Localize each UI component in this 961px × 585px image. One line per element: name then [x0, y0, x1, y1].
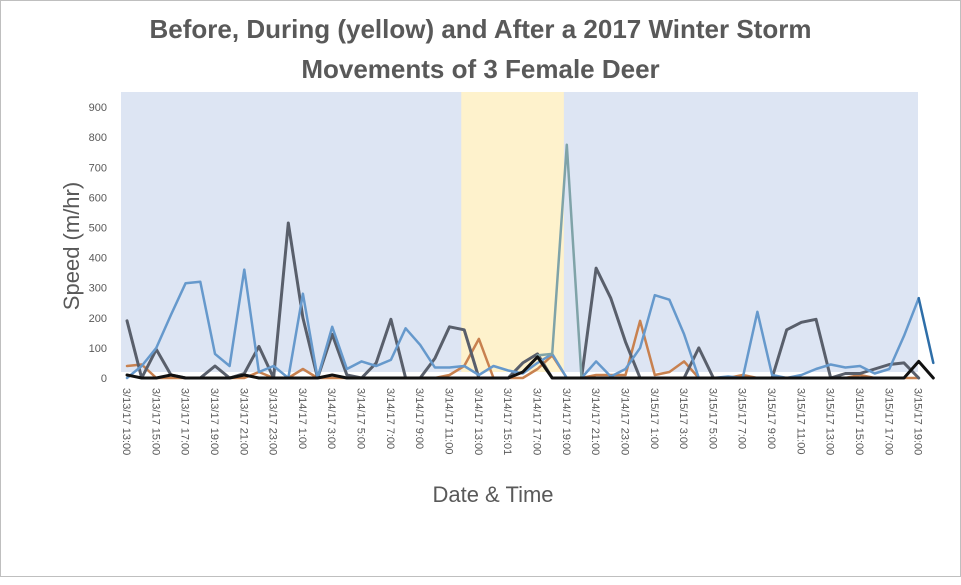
x-tick-label: 3/13/17 19:00 [208, 388, 220, 455]
x-tick-label: 3/15/17 17:00 [882, 388, 894, 455]
x-tick-label: 3/14/17 17:00 [530, 388, 542, 455]
x-tick-label: 3/15/17 13:00 [824, 388, 836, 455]
y-tick-label: 400 [89, 253, 107, 265]
series-line-2 [125, 221, 921, 380]
plot-background [121, 92, 918, 378]
x-tick-label: 3/14/17 9:00 [413, 388, 425, 449]
y-tick-label: 900 [89, 102, 107, 114]
x-tick-label: 3/15/17 1:00 [648, 388, 660, 449]
y-axis-ticks: 0 100 200 300 400 500 600 700 800 900 [89, 102, 107, 385]
x-tick-label: 3/13/17 17:00 [179, 388, 191, 455]
series-line-5 [917, 296, 935, 365]
y-tick-label: 200 [89, 313, 107, 325]
baseline-strip [121, 372, 918, 378]
y-tick-label: 700 [89, 162, 107, 174]
y-tick-label: 100 [89, 343, 107, 355]
x-tick-label: 3/15/17 11:00 [794, 388, 806, 454]
y-tick-label: 600 [89, 192, 107, 204]
x-tick-label: 3/14/17 1:00 [296, 388, 308, 449]
y-tick-label: 0 [101, 373, 107, 385]
chart-title: Before, During (yellow) and After a 2017… [149, 14, 812, 44]
x-tick-label: 3/15/17 15:00 [853, 388, 865, 455]
x-tick-label: 3/13/17 21:00 [237, 388, 249, 455]
x-tick-label: 3/13/17 15:00 [149, 388, 161, 455]
chart-subtitle: Movements of 3 Female Deer [301, 54, 660, 84]
y-axis-title: Speed (m/hr) [59, 182, 84, 310]
x-tick-label: 3/13/17 13:00 [120, 388, 132, 455]
x-tick-label: 3/14/17 13:00 [472, 388, 484, 455]
x-tick-label: 3/15/17 7:00 [736, 388, 748, 449]
y-tick-label: 500 [89, 222, 107, 234]
x-axis-title: Date & Time [432, 482, 553, 507]
series-line-4 [536, 143, 583, 380]
x-tick-label: 3/14/17 23:00 [618, 388, 630, 455]
x-tick-label: 3/15/17 3:00 [677, 388, 689, 449]
x-axis-ticks: 3/13/17 13:00 3/13/17 15:00 3/13/17 17:00 3… [120, 388, 924, 455]
storm-band [461, 92, 564, 378]
y-tick-label: 300 [89, 283, 107, 295]
series-line-6 [125, 355, 935, 380]
x-tick-label: 3/14/17 15:01 [501, 388, 513, 455]
x-tick-label: 3/14/17 19:00 [560, 388, 572, 455]
x-tick-label: 3/14/17 5:00 [355, 388, 367, 449]
y-tick-label: 800 [89, 132, 107, 144]
x-tick-label: 3/15/17 9:00 [765, 388, 777, 449]
x-tick-label: 3/14/17 21:00 [589, 388, 601, 455]
x-tick-label: 3/14/17 7:00 [384, 388, 396, 449]
x-tick-label: 3/14/17 11:00 [443, 388, 455, 454]
x-tick-label: 3/13/17 23:00 [267, 388, 279, 455]
x-tick-label: 3/14/17 3:00 [325, 388, 337, 449]
series-lines [125, 143, 935, 380]
x-tick-label: 3/15/17 19:00 [912, 388, 924, 455]
x-tick-label: 3/15/17 5:00 [706, 388, 718, 449]
